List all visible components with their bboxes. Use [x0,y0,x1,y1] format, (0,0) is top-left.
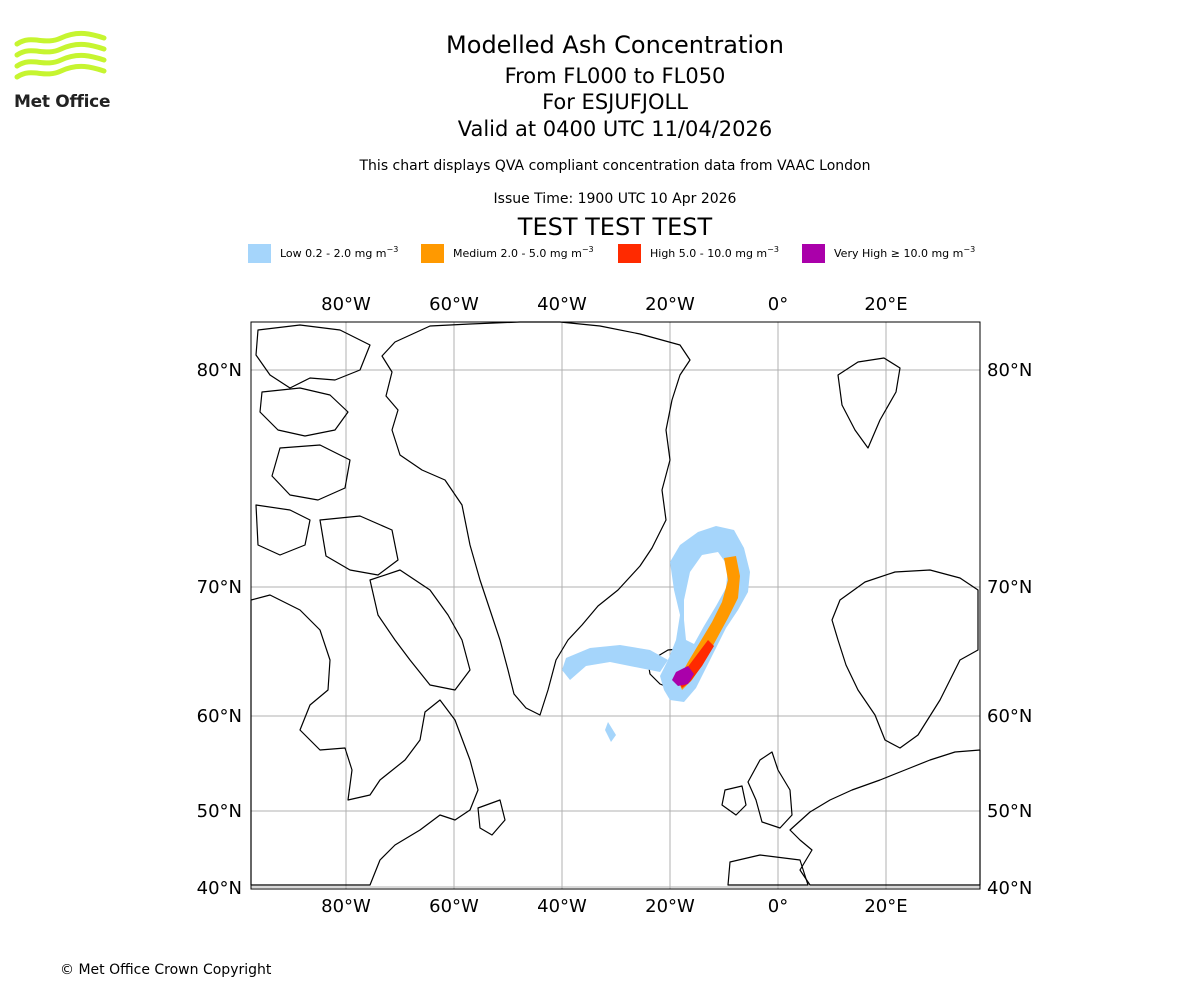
map-frame [250,321,981,890]
lat-label: 50°N [197,801,242,822]
legend-label-low: Low 0.2 - 2.0 mg m [280,246,387,260]
lon-label: 80°W [321,294,371,315]
legend-swatch-very-high [802,243,825,263]
legend-item-very-high: Very High ≥ 10.0 mg m −3 [802,243,975,263]
lon-label: 40°W [537,896,587,917]
test-banner: TEST TEST TEST [517,213,713,241]
issue-time: Issue Time: 1900 UTC 10 Apr 2026 [493,191,737,207]
lat-label: 60°N [987,706,1032,727]
legend-unit-exponent: −3 [767,244,779,254]
lon-label: 20°E [864,294,907,315]
legend-item-medium: Medium 2.0 - 5.0 mg m −3 [421,243,594,263]
legend-unit-exponent: −3 [963,244,976,254]
met-office-logo [14,30,107,80]
lat-label: 70°N [987,577,1032,598]
lon-label: 20°W [645,294,695,315]
legend-swatch-high [618,243,641,263]
chart-title: Modelled Ash Concentration [446,31,784,59]
legend-unit-exponent: −3 [386,244,399,254]
flight-level-range: From FL000 to FL050 [504,64,726,88]
legend-item-low: Low 0.2 - 2.0 mg m −3 [248,243,398,263]
legend-swatch-low [248,243,271,263]
chart-description: This chart displays QVA compliant concen… [359,158,871,174]
lat-label: 40°N [987,878,1032,899]
lat-label: 80°N [197,360,242,381]
coastlines [250,321,981,886]
legend-label-medium: Medium 2.0 - 5.0 mg m [453,246,582,260]
valid-time: Valid at 0400 UTC 11/04/2026 [457,117,773,141]
legend-label-very-high: Very High ≥ 10.0 mg m [834,246,964,260]
plume-gap [684,552,728,644]
lon-label: 0° [768,294,788,315]
lon-label: 40°W [537,294,587,315]
lon-label: 20°E [864,896,907,917]
lat-label: 80°N [987,360,1032,381]
copyright-notice: © Met Office Crown Copyright [60,962,272,978]
legend-swatch-medium [421,243,444,263]
lon-labels-bottom: 80°W 60°W 40°W 20°W 0° 20°E [321,896,907,917]
lat-labels-right: 80°N 70°N 60°N 50°N 40°N [987,360,1032,899]
lat-label: 60°N [197,706,242,727]
lon-label: 0° [768,896,788,917]
lon-label: 60°W [429,294,479,315]
map-gridlines [251,322,980,889]
volcano-name: For ESJUFJOLL [542,90,688,114]
legend-unit-exponent: −3 [581,244,594,254]
lon-label: 80°W [321,896,371,917]
lat-labels-left: 80°N 70°N 60°N 50°N 40°N [197,360,242,899]
lat-label: 40°N [197,878,242,899]
lon-label: 60°W [429,896,479,917]
lat-label: 70°N [197,577,242,598]
legend-label-high: High 5.0 - 10.0 mg m [650,246,768,260]
ash-very-high-concentration [672,666,694,686]
ash-medium-concentration [678,556,740,690]
logo-text: Met Office [14,92,111,112]
legend-item-high: High 5.0 - 10.0 mg m −3 [618,243,779,263]
lon-label: 20°W [645,896,695,917]
lat-label: 50°N [987,801,1032,822]
lon-labels-top: 80°W 60°W 40°W 20°W 0° 20°E [321,294,907,315]
